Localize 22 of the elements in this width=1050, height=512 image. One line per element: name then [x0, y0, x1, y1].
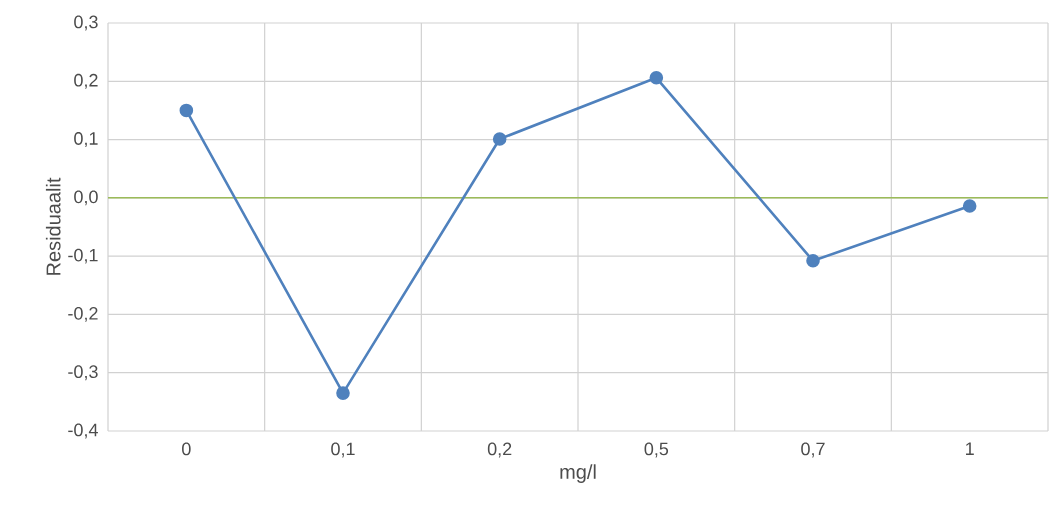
point: [649, 70, 664, 85]
x-tick-label: 0,5: [644, 442, 669, 458]
point: [336, 386, 350, 400]
y-tick-label: 0,2: [74, 73, 98, 89]
point: [806, 254, 820, 268]
y-tick-label: -0,1: [68, 248, 98, 264]
y-tick-label: -0,2: [68, 306, 98, 322]
y-tick-label: 0,1: [74, 132, 98, 148]
x-tick-label: 1: [966, 442, 974, 455]
x-tick-label: 0,7: [801, 442, 825, 458]
y-axis-title: Residuaalit: [45, 177, 61, 275]
x-tick-label: 0: [182, 442, 191, 456]
x-axis-title: mg/l: [560, 464, 596, 483]
y-tick-label: -0,3: [68, 365, 98, 381]
y-tick-label: -0,4: [68, 423, 98, 439]
point: [962, 199, 977, 213]
x-tick-label: 0,2: [487, 442, 512, 458]
point: [179, 103, 194, 118]
x-tick-label: 0,1: [331, 442, 355, 458]
y-tick-label: 0,0: [74, 190, 98, 206]
y-tick-label: 0,3: [74, 15, 98, 31]
point: [492, 132, 507, 146]
